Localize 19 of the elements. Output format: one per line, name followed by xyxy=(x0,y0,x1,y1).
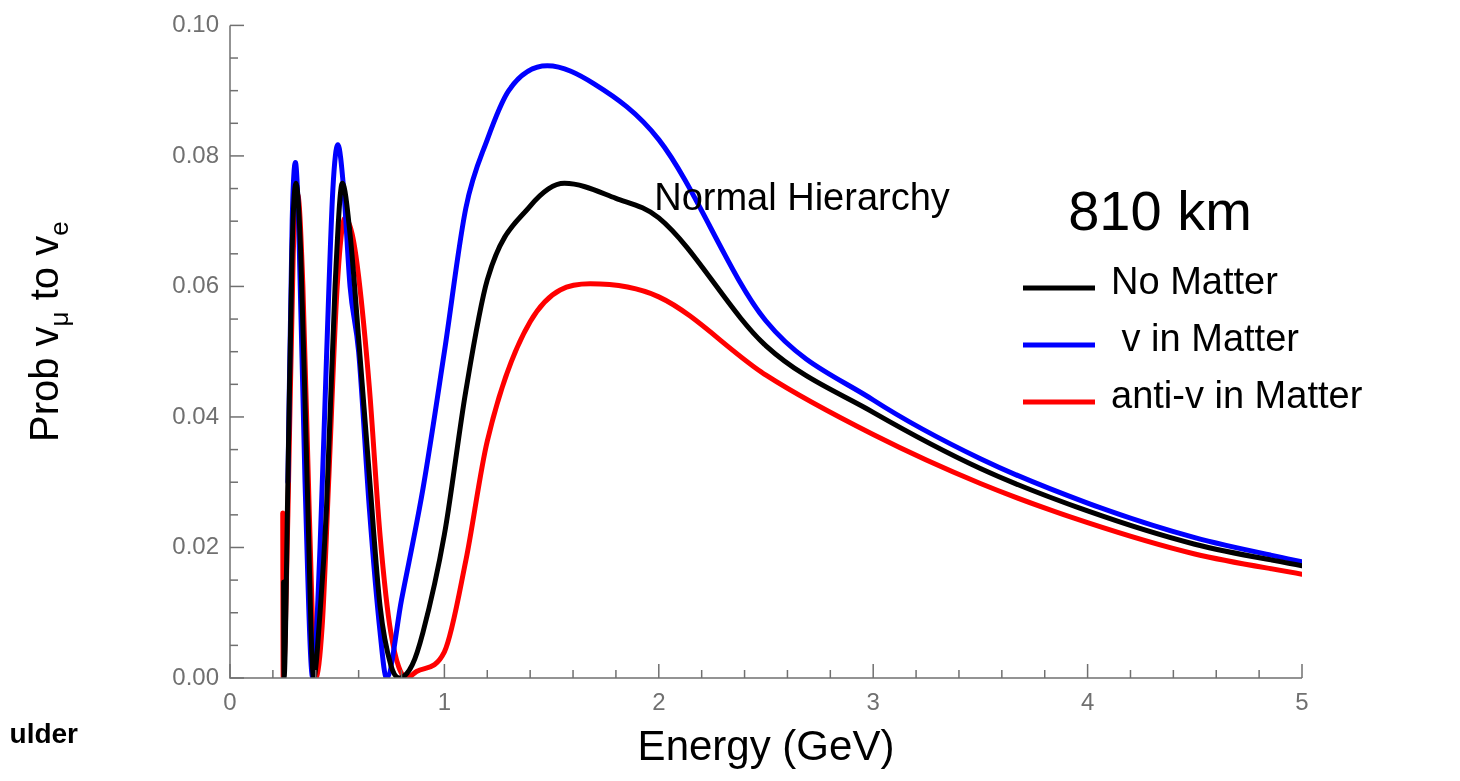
legend-label: v in Matter xyxy=(1111,317,1300,360)
x-tick-label: 5 xyxy=(1295,688,1309,716)
x-tick-label: 4 xyxy=(1080,688,1095,716)
x-tick-label: 0 xyxy=(223,688,237,716)
y-tick-label: 0.06 xyxy=(172,271,219,299)
x-axis-title: Energy (GeV) xyxy=(637,722,895,769)
y-tick-label: 0.04 xyxy=(172,401,219,429)
y-tick-label: 0.00 xyxy=(172,662,219,690)
x-tick-label: 1 xyxy=(437,688,452,716)
legend-label: No Matter xyxy=(1111,260,1279,303)
y-tick-label: 0.08 xyxy=(172,140,219,168)
legend-label: anti-v in Matter xyxy=(1111,374,1363,417)
x-tick-label: 3 xyxy=(866,688,880,716)
annotation: 810 km xyxy=(1068,179,1252,243)
y-axis-title: Prob vμ to ve xyxy=(22,221,74,443)
y-tick-label: 0.10 xyxy=(172,10,219,38)
x-tick-label: 2 xyxy=(652,688,666,716)
text: ulder xyxy=(9,717,79,749)
y-tick-label: 0.02 xyxy=(172,532,219,560)
